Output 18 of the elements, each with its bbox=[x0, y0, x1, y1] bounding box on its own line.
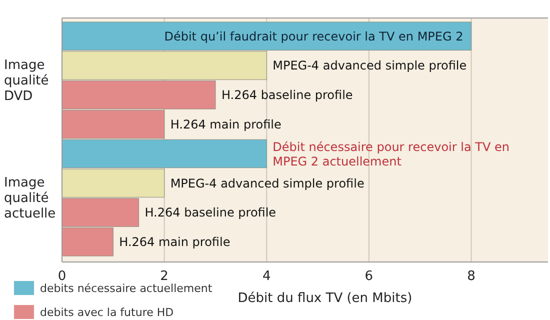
y-tick-label: MPEG-4 advanced simple profile bbox=[272, 58, 467, 73]
y-tick-label: H.264 baseline profile bbox=[221, 88, 353, 102]
y-tick-label: H.264 main profile bbox=[119, 235, 230, 250]
y-tick-label: H.264 baseline profile bbox=[144, 206, 276, 220]
x-tick-label: 0 bbox=[58, 269, 66, 284]
x-tick-label: 6 bbox=[364, 269, 374, 284]
text: Image qualité actuelle bbox=[4, 175, 56, 222]
legend-label: debits avec la future HD bbox=[40, 306, 174, 319]
y-tick-label: Débit nécessaire pour recevoir la TV en MPEG 2 actuellement bbox=[272, 140, 510, 168]
y-tick-label: Débit qu’il faudrait pour recevoir la TV en MPEG 2 bbox=[164, 29, 464, 44]
y-tick-label: H.264 main profile bbox=[170, 118, 282, 132]
x-tick-label: 2 bbox=[160, 269, 168, 284]
legend-label: debits nécessaire actuellement bbox=[40, 282, 213, 295]
x-tick-label: 8 bbox=[467, 269, 476, 284]
x-tick-label: 4 bbox=[262, 269, 271, 284]
text: Image qualité DVD bbox=[4, 58, 49, 104]
y-tick-label: MPEG-4 advanced simple profile bbox=[170, 176, 364, 190]
x-axis-title: Débit du flux TV (en Mbits) bbox=[238, 291, 412, 306]
